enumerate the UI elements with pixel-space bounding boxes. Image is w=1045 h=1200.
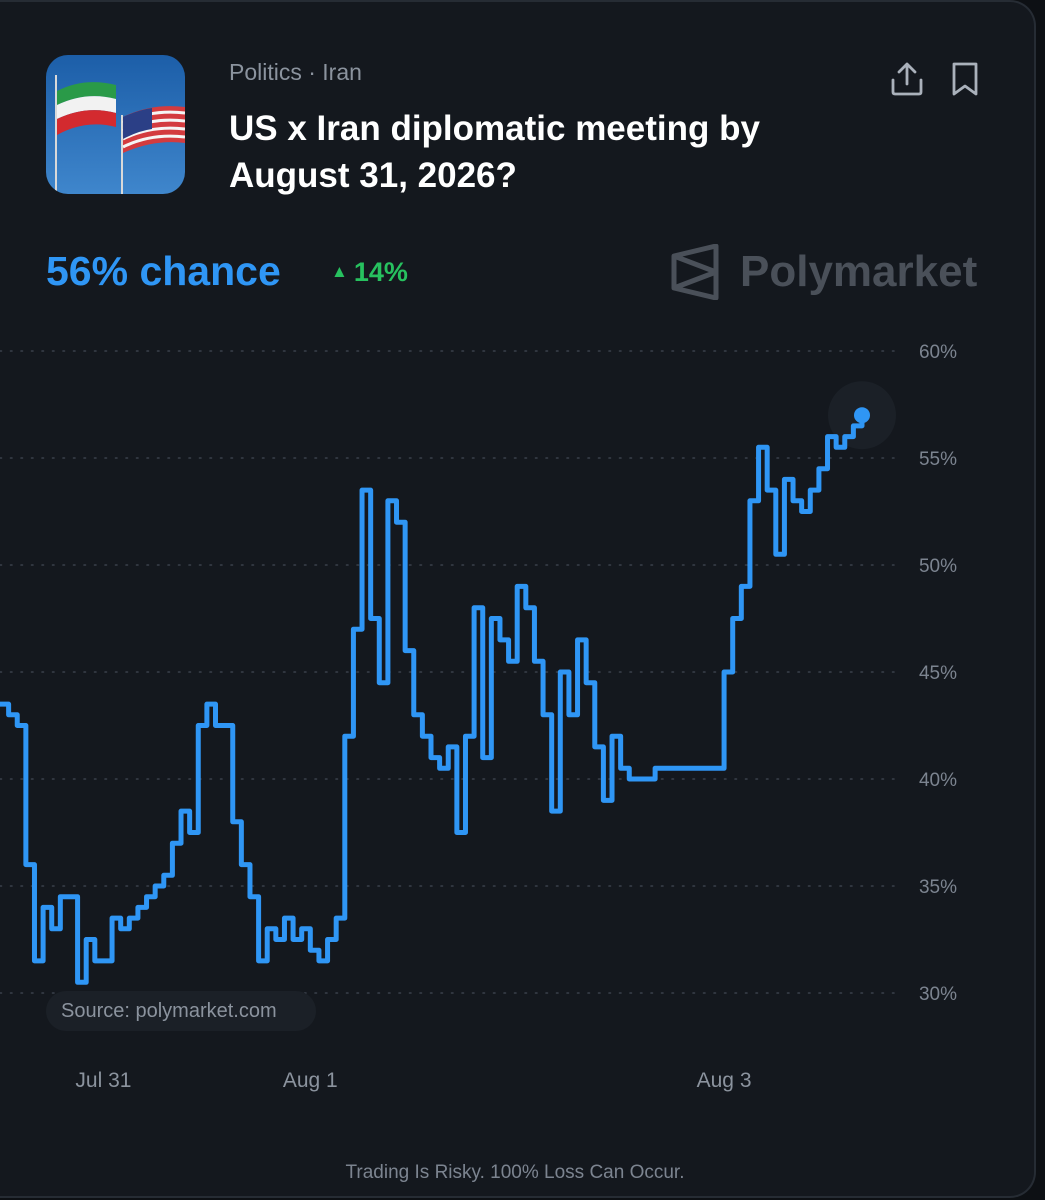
- chart-y-axis: 30% 35% 40% 45% 50% 55% 60%: [919, 342, 957, 1005]
- brand-name: Polymarket: [740, 247, 978, 296]
- y-tick-label: 35%: [919, 877, 957, 898]
- last-point-marker: [854, 407, 870, 424]
- x-tick-label: Aug 1: [283, 1069, 338, 1092]
- share-icon: [891, 62, 923, 96]
- y-tick-label: 40%: [919, 770, 957, 791]
- x-tick-label: Aug 3: [697, 1069, 752, 1092]
- polymarket-logo-icon: [671, 244, 719, 300]
- series-line: [0, 412, 865, 985]
- chance-value: 56% chance: [46, 248, 281, 294]
- source-label[interactable]: Source: polymarket.com: [46, 991, 316, 1031]
- y-tick-label: 55%: [919, 449, 957, 470]
- market-category[interactable]: Politics · Iran: [229, 59, 362, 85]
- polymarket-brand: Polymarket: [670, 242, 977, 302]
- chart-series: [0, 381, 896, 985]
- market-title: US x Iran diplomatic meeting by August 3…: [229, 109, 760, 195]
- change-value: 14%: [353, 257, 408, 287]
- risk-disclaimer: Trading Is Risky. 100% Loss Can Occur.: [345, 1162, 685, 1183]
- triangle-up-icon: ▲: [331, 262, 348, 281]
- y-tick-label: 30%: [919, 984, 957, 1005]
- bookmark-icon: [952, 62, 978, 96]
- y-tick-label: 50%: [919, 556, 957, 577]
- share-button[interactable]: [888, 60, 926, 98]
- chance-change: ▲ 14%: [331, 257, 408, 288]
- x-tick-label: Jul 31: [75, 1069, 131, 1092]
- y-tick-label: 45%: [919, 663, 957, 684]
- bookmark-button[interactable]: [946, 60, 984, 98]
- iran-us-flags-image: [46, 55, 185, 194]
- y-tick-label: 60%: [919, 342, 957, 363]
- market-thumbnail[interactable]: [46, 55, 185, 194]
